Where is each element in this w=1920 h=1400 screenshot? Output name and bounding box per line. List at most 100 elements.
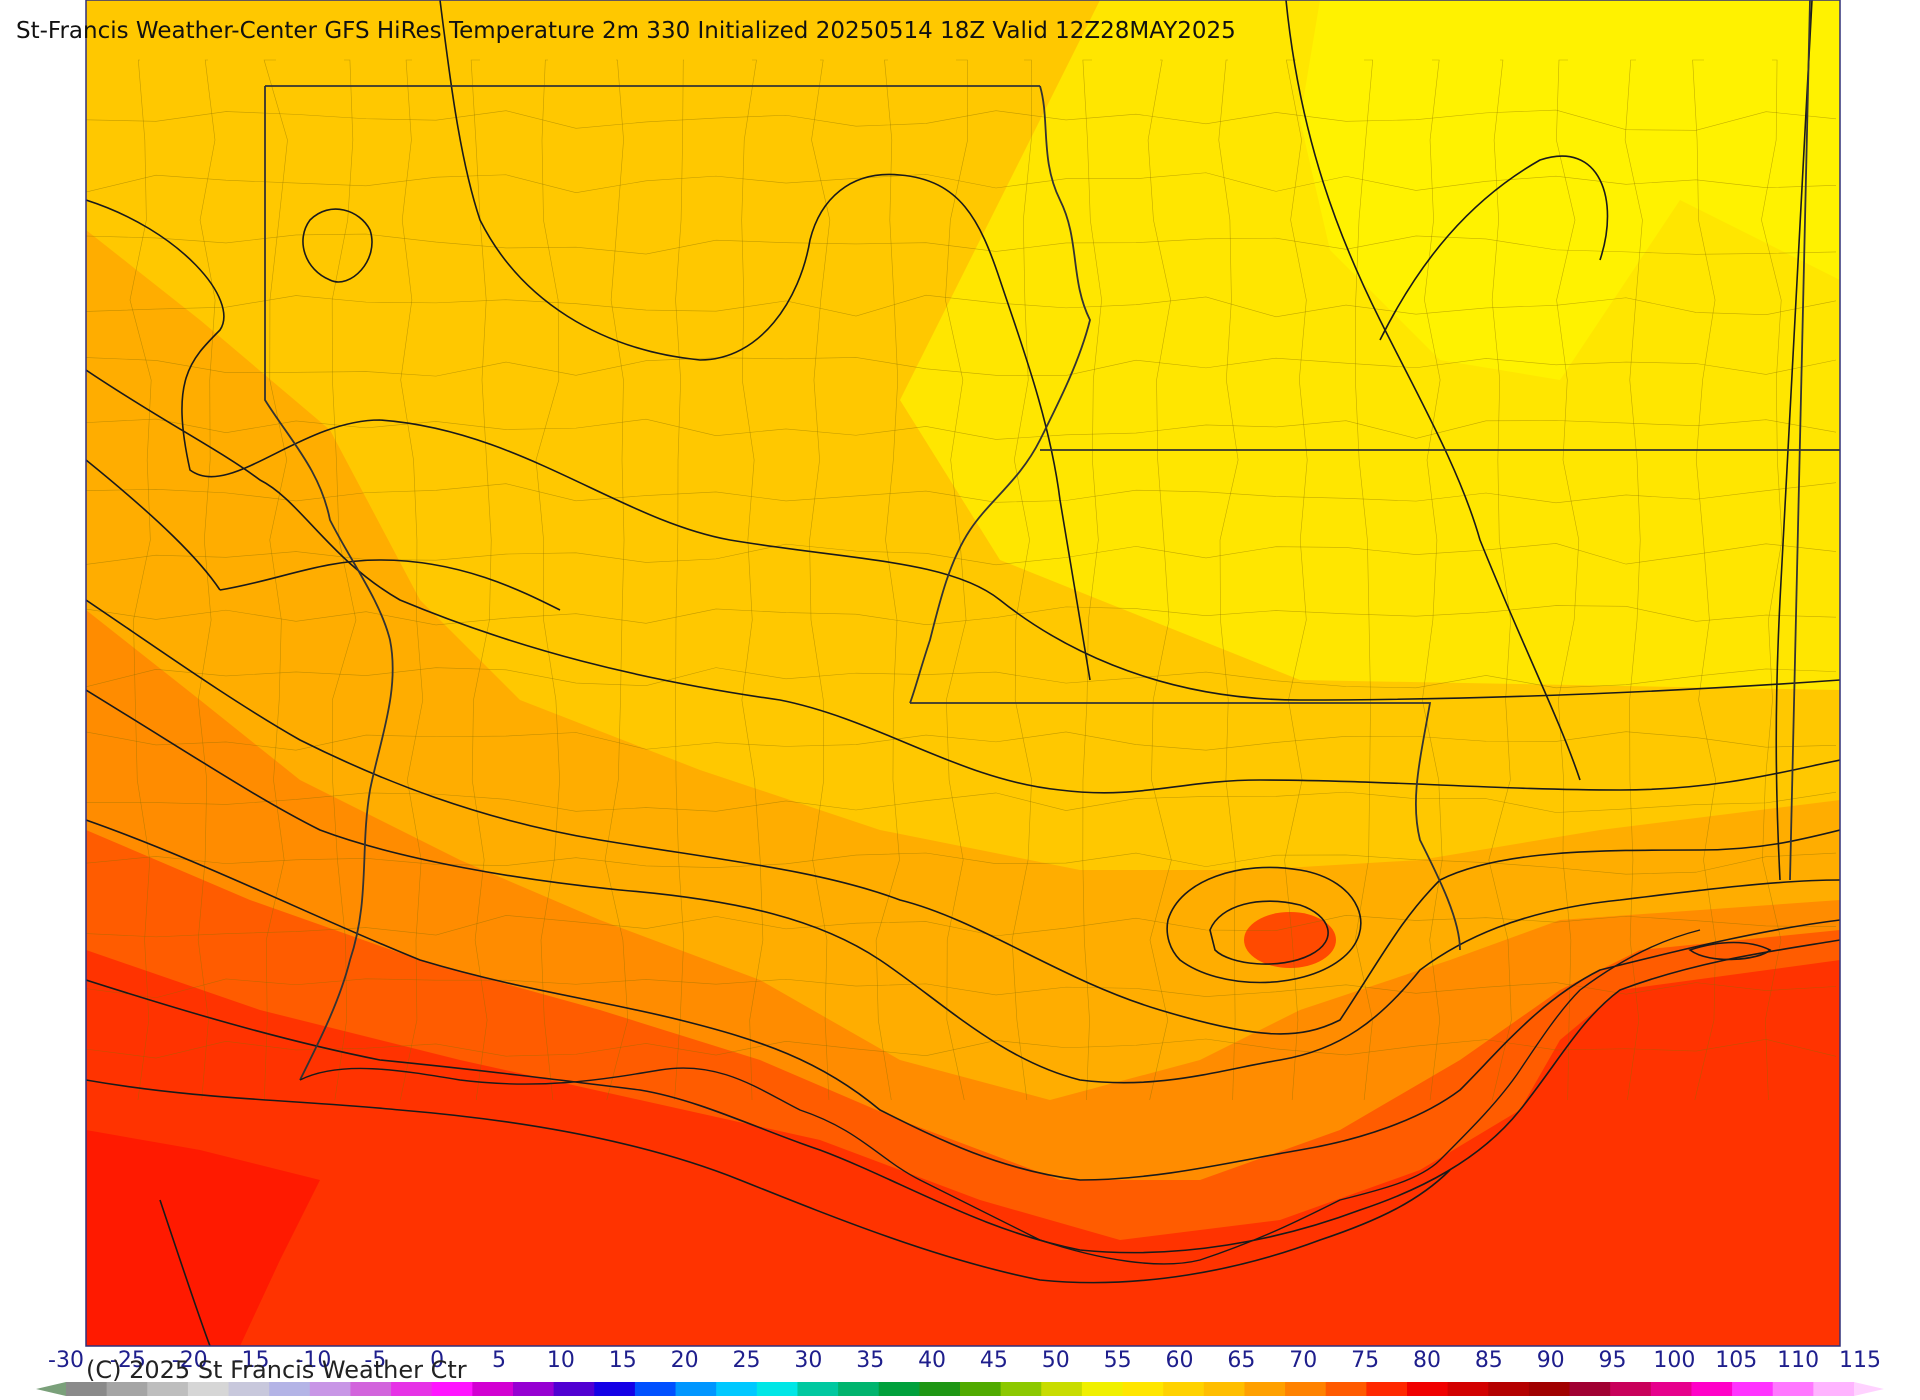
colorbar-swatch <box>1244 1382 1286 1396</box>
colorbar-swatch <box>1447 1382 1489 1396</box>
colorbar-swatch <box>147 1382 189 1396</box>
county-line <box>86 109 1837 131</box>
colorbar-swatch <box>1041 1382 1083 1396</box>
colorbar-tick-label: 90 <box>1536 1348 1565 1373</box>
colorbar-swatch <box>66 1382 108 1396</box>
colorbar-tick-label: 75 <box>1351 1348 1380 1373</box>
county-line <box>86 294 1837 318</box>
county-line <box>86 791 1837 813</box>
colorbar-swatch <box>1488 1382 1530 1396</box>
county-line <box>1284 59 1308 1101</box>
map-frame <box>85 0 1841 1347</box>
county-line <box>1082 59 1102 1101</box>
county-line <box>86 482 1837 504</box>
colorbar-tick-label: -15 <box>233 1348 270 1373</box>
county-line <box>86 731 1837 751</box>
colorbar-tick-label: 35 <box>856 1348 885 1373</box>
county-line <box>86 978 1837 999</box>
county-line <box>809 59 831 1101</box>
county-line <box>1422 59 1443 1101</box>
county-line <box>1761 59 1783 1101</box>
colorbar-swatch <box>269 1382 311 1396</box>
colorbar-tick-label: 110 <box>1777 1348 1820 1373</box>
colorbar-swatch <box>878 1382 920 1396</box>
colorbar-tick-label: 85 <box>1474 1348 1503 1373</box>
county-line <box>400 59 424 1101</box>
colorbar-swatch <box>106 1382 148 1396</box>
colorbar-tick-label: 0 <box>430 1348 445 1373</box>
county-boundaries <box>86 59 1837 1101</box>
colorbar-swatch <box>1163 1382 1205 1396</box>
colorbar-tick-label: 100 <box>1653 1348 1696 1373</box>
colorbar-swatch <box>350 1382 392 1396</box>
county-line <box>1488 59 1512 1101</box>
county-line <box>1011 59 1032 1101</box>
county-line <box>875 59 900 1101</box>
state-boundaries <box>264 0 1840 1081</box>
colorbar-tick-label: 80 <box>1412 1348 1441 1373</box>
gulf-coastline <box>299 929 1701 1265</box>
colorbar-swatch <box>919 1382 961 1396</box>
temperature-colorbar <box>36 1382 1884 1396</box>
colorbar-tick-labels: -30 -25 -20 -15 -10 -5 0 5 10 15 20 25 30 35 40 45 50 55 6… <box>0 1348 1920 1378</box>
colorbar-swatch <box>228 1382 270 1396</box>
colorbar-swatch <box>634 1382 677 1396</box>
colorbar-swatch <box>472 1382 514 1396</box>
colorbar-swatch <box>309 1382 351 1396</box>
county-line <box>86 418 1837 440</box>
colorbar-swatch <box>1203 1382 1245 1396</box>
copyright-notice: (C) 2025 St Francis Weather Ctr <box>86 1356 467 1384</box>
colorbar-tick-label: 50 <box>1041 1348 1070 1373</box>
colorbar-swatch <box>1366 1382 1408 1396</box>
county-line <box>197 59 216 1101</box>
colorbar-tick-label: -20 <box>171 1348 208 1373</box>
colorbar-swatch <box>431 1382 473 1396</box>
county-line <box>1624 59 1643 1101</box>
colorbar-swatch <box>1000 1382 1042 1396</box>
county-line <box>945 59 968 1101</box>
colorbar-tick-label: 45 <box>979 1348 1008 1373</box>
county-line <box>86 1038 1837 1059</box>
county-line <box>86 914 1837 938</box>
colorbar-tick-label: 105 <box>1715 1348 1758 1373</box>
temperature-contours <box>86 0 1840 1346</box>
colorbar-swatch <box>1691 1382 1733 1396</box>
map-title: St-Francis Weather-Center GFS HiRes Temp… <box>16 18 1236 44</box>
colorbar-max-arrow <box>1854 1382 1884 1396</box>
county-line <box>86 667 1837 689</box>
colorbar-swatch <box>553 1382 595 1396</box>
colorbar-tick-label: 20 <box>670 1348 699 1373</box>
colorbar-tick-label: 70 <box>1289 1348 1318 1373</box>
colorbar-tick-label: -10 <box>295 1348 332 1373</box>
colorbar-swatch <box>1122 1382 1164 1396</box>
colorbar-tick-label: -25 <box>109 1348 146 1373</box>
colorbar-tick-label: 65 <box>1227 1348 1256 1373</box>
county-line <box>86 605 1837 626</box>
colorbar-tick-label: 115 <box>1839 1348 1881 1373</box>
colorbar-tick-label: 25 <box>732 1348 761 1373</box>
county-line <box>86 852 1837 875</box>
county-line <box>1556 59 1580 1101</box>
county-line <box>1218 59 1239 1101</box>
temp-band-far-gulf <box>86 1130 320 1346</box>
colorbar-swatch <box>391 1382 433 1396</box>
county-line <box>470 59 492 1101</box>
colorbar-swatch <box>1732 1382 1774 1396</box>
county-line <box>1147 59 1172 1101</box>
county-line <box>129 59 152 1101</box>
colorbar-swatch <box>1407 1382 1449 1396</box>
colorbar-tick-label: -30 <box>48 1348 84 1373</box>
colorbar-swatch <box>513 1382 555 1396</box>
colorbar-swatch <box>1772 1382 1814 1396</box>
colorbar-tick-label: 15 <box>608 1348 637 1373</box>
colorbar-swatch <box>187 1382 230 1396</box>
county-line <box>86 543 1837 566</box>
colorbar-swatch <box>1569 1382 1611 1396</box>
county-line <box>535 59 560 1101</box>
colorbar-swatch <box>594 1382 636 1396</box>
colorbar-swatch <box>960 1382 1002 1396</box>
colorbar-tick-label: 55 <box>1103 1348 1132 1373</box>
colorbar-swatch <box>1081 1382 1124 1396</box>
county-line <box>86 357 1837 377</box>
